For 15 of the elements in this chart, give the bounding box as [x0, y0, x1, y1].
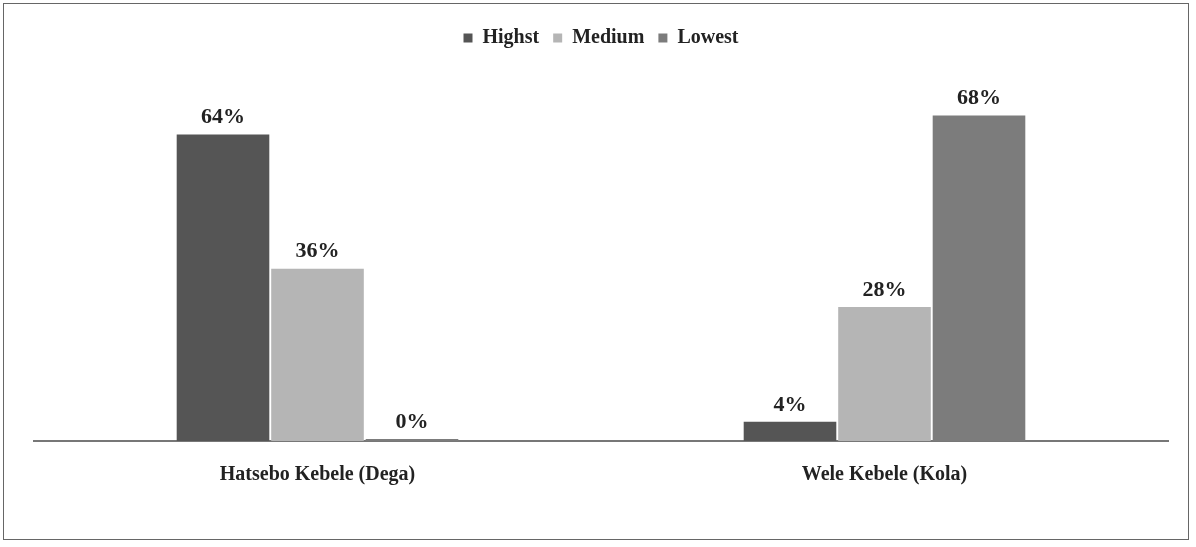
data-label: 68% — [957, 84, 1001, 110]
data-label: 36% — [295, 237, 340, 263]
x-tick-label: Hatsebo Kebele (Dega) — [219, 462, 416, 486]
legend-label: Medium — [572, 25, 645, 48]
data-label: 4% — [773, 390, 807, 416]
bar — [743, 421, 837, 441]
bar — [838, 306, 931, 441]
legend-label: Lowest — [677, 25, 739, 48]
legend-label: Highst — [482, 25, 540, 49]
data-label: 64% — [201, 103, 245, 129]
data-label: 0% — [395, 407, 429, 433]
bar — [271, 268, 364, 441]
data-label: 28% — [862, 275, 907, 301]
x-tick-label: Wele Kebele (Kola) — [801, 462, 968, 486]
bar — [176, 134, 270, 441]
